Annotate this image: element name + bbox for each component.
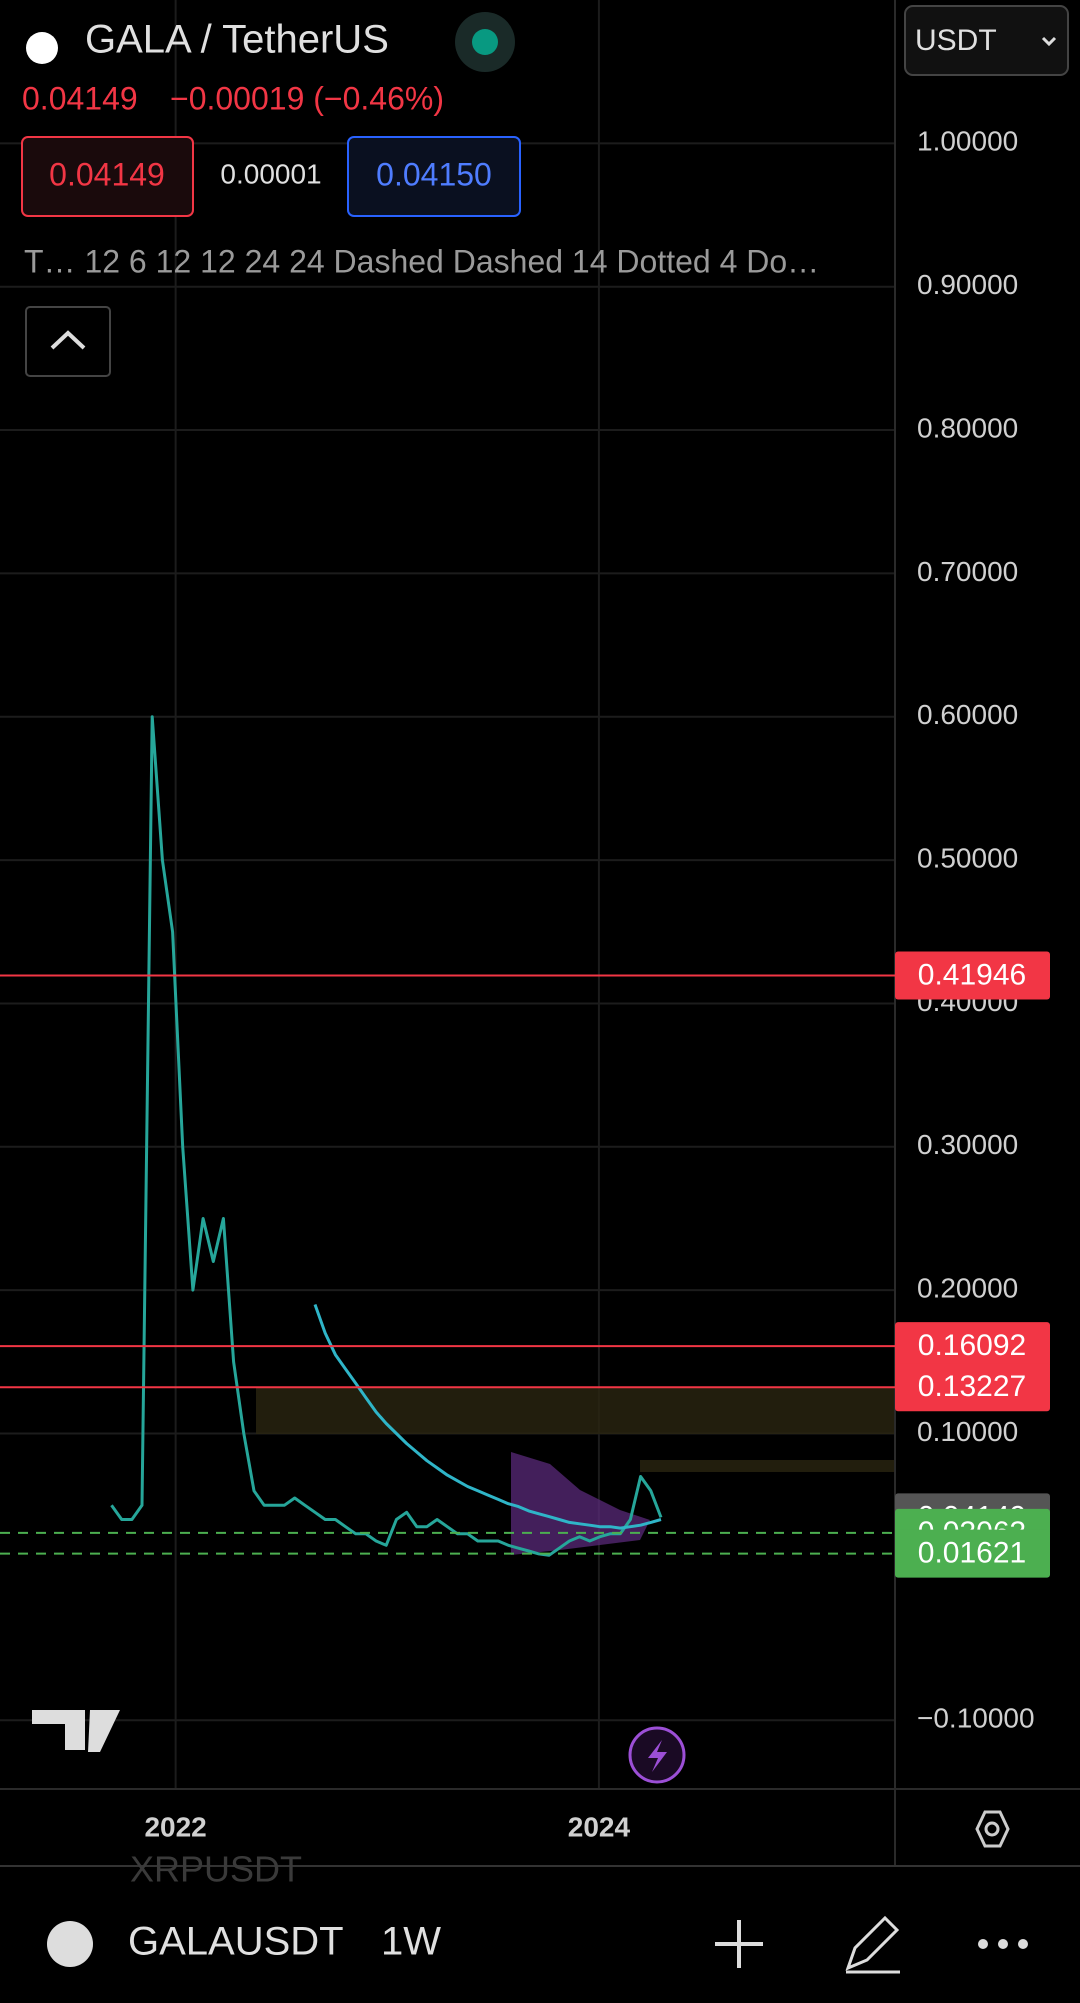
currency: USDT: [915, 24, 997, 57]
ask: 0.04150: [376, 156, 492, 192]
y-tick-label: 0.60000: [917, 699, 1018, 730]
ticker-icon: [47, 1921, 93, 1967]
level-tag: [895, 951, 1050, 1000]
y-tick-label: 0.20000: [917, 1273, 1018, 1304]
y-tick-label: 1.00000: [917, 126, 1018, 157]
last-price: 0.04149: [22, 80, 138, 116]
purple-zone: [511, 1452, 650, 1555]
x-tick-label: 2022: [144, 1811, 206, 1842]
symbol-title[interactable]: GALA / TetherUS: [85, 18, 389, 62]
y-tick-label: −0.10000: [917, 1703, 1035, 1734]
draw-button[interactable]: [845, 1915, 900, 1974]
collapse-button[interactable]: [25, 306, 111, 377]
currency-select[interactable]: [904, 5, 1069, 76]
spread: 0.00001: [220, 158, 321, 189]
bid: 0.04149: [49, 156, 165, 192]
more-button[interactable]: [978, 1939, 1028, 1949]
level-label: 0.41946: [918, 958, 1026, 991]
y-tick-label: 0.50000: [917, 842, 1018, 873]
level-tag: [895, 1363, 1050, 1412]
y-tick-label: 0.90000: [917, 269, 1018, 300]
y-tick-label: 0.80000: [917, 412, 1018, 443]
interval[interactable]: 1W: [381, 1920, 441, 1964]
settings-icon: [984, 1821, 1000, 1837]
ghost-ticker: XRPUSDT: [130, 1849, 302, 1890]
dropdown-icon: [1041, 36, 1057, 47]
series-line: [110, 715, 663, 1557]
level-label: 0.01621: [918, 1537, 1026, 1570]
series-line: [313, 1303, 662, 1530]
flash-icon: [648, 1740, 667, 1772]
level-label: 0.13227: [918, 1370, 1026, 1403]
symbol-icon: [26, 32, 58, 64]
buy-button[interactable]: [347, 136, 521, 217]
level-tag: [895, 1529, 1050, 1578]
status-dot: [472, 29, 498, 55]
level-label: 0.16092: [918, 1329, 1026, 1362]
sell-button[interactable]: [21, 136, 194, 217]
add-button[interactable]: [715, 1920, 763, 1968]
price-change: −0.00019 (−0.46%): [170, 80, 444, 116]
x-tick-label: 2024: [568, 1811, 631, 1842]
zone: [640, 1460, 895, 1472]
indicator-legend[interactable]: T… 12 6 12 12 24 24 Dashed Dashed 14 Dot…: [24, 243, 819, 279]
y-tick-label: 0.30000: [917, 1129, 1018, 1160]
logo: [32, 1710, 120, 1752]
level-tag: [895, 1322, 1050, 1371]
ticker[interactable]: GALAUSDT: [128, 1920, 344, 1964]
settings-button[interactable]: [975, 1810, 1010, 1848]
plot: [110, 715, 663, 1557]
y-tick-label: 0.10000: [917, 1416, 1018, 1447]
y-tick-label: 0.70000: [917, 556, 1018, 587]
zone: [256, 1388, 895, 1434]
chevron: [50, 330, 86, 350]
